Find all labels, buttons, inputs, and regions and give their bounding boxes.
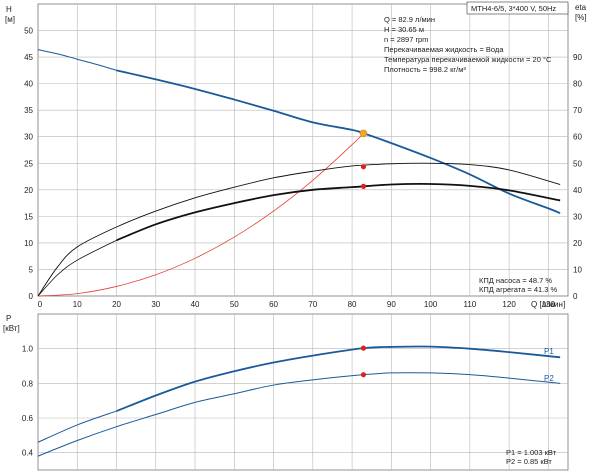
head-tick-label: 0 bbox=[29, 292, 34, 301]
chart-title-box bbox=[466, 1, 569, 15]
eta-tick-label: 90 bbox=[573, 53, 582, 62]
head-tick-label: 20 bbox=[24, 186, 33, 195]
flow-axis-label: Q [л/мин] bbox=[531, 300, 565, 309]
p1-series-label: P1 bbox=[544, 347, 554, 356]
eta-tick-label: 80 bbox=[573, 80, 582, 89]
head-panel-curves bbox=[37, 49, 561, 297]
unit-efficiency-curve bbox=[116, 182, 561, 242]
efficiency-info: КПД насоса = 48.7 % КПД агрегата = 41.3 … bbox=[479, 276, 557, 294]
p2-series-label: P2 bbox=[544, 374, 554, 383]
eta-tick-label: 30 bbox=[573, 212, 582, 221]
head-curve-extension bbox=[37, 49, 117, 71]
head-tick-label: 50 bbox=[24, 27, 33, 36]
info-flow: Q = 82.9 л/мин bbox=[384, 15, 435, 24]
power-axis-label: P bbox=[6, 314, 11, 323]
flow-tick-label: 60 bbox=[269, 300, 278, 309]
flow-tick-label: 130 bbox=[542, 300, 556, 309]
eta-tick-label: 60 bbox=[573, 133, 582, 142]
flow-tick-label: 90 bbox=[387, 300, 396, 309]
system-curve bbox=[37, 132, 364, 297]
head-tick-label: 40 bbox=[24, 80, 33, 89]
flow-tick-label: 80 bbox=[348, 300, 357, 309]
unit-efficiency-extension bbox=[37, 239, 117, 297]
p1-value-text: P1 = 1.003 кВт bbox=[506, 448, 557, 457]
eta-axis-label: eta bbox=[575, 3, 587, 12]
head-axis-unit: [м] bbox=[5, 15, 15, 24]
flow-tick-label: 100 bbox=[424, 300, 438, 309]
head-panel-ticks: 10 20 30 40 50 60 70 80 90 100 110 120 1300510152025… bbox=[24, 27, 582, 309]
pump-efficiency-curve bbox=[37, 162, 561, 297]
eta-tick-label: 10 bbox=[573, 265, 582, 274]
head-axis-label: H bbox=[6, 5, 12, 14]
eta-tick-label: 20 bbox=[573, 239, 582, 248]
eta-tick-label: 70 bbox=[573, 106, 582, 115]
power-tick-label: 0.8 bbox=[22, 379, 34, 388]
flow-tick-label: 70 bbox=[308, 300, 317, 309]
power-marker bbox=[360, 372, 367, 378]
chart-title: MTH4-6/5, 3*400 V, 50Hz bbox=[471, 4, 556, 13]
info-head: H = 30.65 м bbox=[384, 25, 424, 34]
head-tick-label: 35 bbox=[24, 106, 33, 115]
eta-axis-unit: [%] bbox=[575, 13, 587, 22]
head-tick-label: 25 bbox=[24, 159, 33, 168]
p2-power-curve bbox=[37, 372, 561, 457]
flow-tick-label: 0 bbox=[38, 300, 43, 309]
p2-value-text: P2 = 0.85 кВт bbox=[506, 457, 552, 466]
power-panel-frame bbox=[37, 313, 569, 471]
power-tick-label: 1.0 bbox=[22, 345, 34, 354]
p1-power-extension bbox=[37, 410, 117, 443]
eta-tick-label: 50 bbox=[573, 159, 582, 168]
efficiency-marker bbox=[360, 183, 367, 189]
flow-tick-label: 120 bbox=[502, 300, 516, 309]
power-tick-label: 0.4 bbox=[22, 449, 34, 458]
duty-point-marker bbox=[359, 129, 368, 137]
power-axis-unit: [кВт] bbox=[3, 324, 20, 333]
flow-tick-label: 40 bbox=[191, 300, 200, 309]
eta-tick-label: 0 bbox=[573, 292, 578, 301]
flow-tick-label: 110 bbox=[463, 300, 476, 309]
head-panel-grid bbox=[38, 4, 568, 296]
flow-tick-label: 10 bbox=[73, 300, 82, 309]
info-liquid: Перекачиваемая жидкость = Вода bbox=[384, 45, 504, 54]
flow-tick-label: 20 bbox=[112, 300, 121, 309]
head-tick-label: 10 bbox=[24, 239, 33, 248]
head-tick-label: 45 bbox=[24, 53, 33, 62]
p1-power-curve bbox=[116, 345, 561, 412]
flow-tick-label: 50 bbox=[230, 300, 239, 309]
power-panel-ticks: 0.4 0.6 0.8 1.0 bbox=[22, 345, 34, 458]
duty-point-info: Q = 82.9 л/мин H = 30.65 м n = 2897 rpm … bbox=[384, 15, 552, 74]
head-panel-frame bbox=[37, 3, 569, 297]
info-temperature: Температура перекачиваемой жидкости = 20… bbox=[384, 55, 552, 64]
power-tick-label: 0.6 bbox=[22, 414, 34, 423]
flow-tick-label: 30 bbox=[151, 300, 160, 309]
eta-tick-label: 40 bbox=[573, 186, 582, 195]
unit-efficiency-text: КПД агрегата = 41.3 % bbox=[479, 285, 557, 294]
head-tick-label: 15 bbox=[24, 212, 33, 221]
power-panel-curves bbox=[37, 345, 561, 457]
efficiency-marker bbox=[360, 164, 367, 170]
power-marker bbox=[360, 345, 367, 351]
head-curve bbox=[116, 69, 561, 215]
info-speed: n = 2897 rpm bbox=[384, 35, 428, 44]
info-density: Плотность = 998.2 кг/м³ bbox=[384, 65, 466, 74]
head-tick-label: 30 bbox=[24, 133, 33, 142]
power-panel-grid bbox=[38, 314, 568, 470]
head-tick-label: 5 bbox=[29, 265, 34, 274]
pump-efficiency-text: КПД насоса = 48.7 % bbox=[479, 276, 552, 285]
